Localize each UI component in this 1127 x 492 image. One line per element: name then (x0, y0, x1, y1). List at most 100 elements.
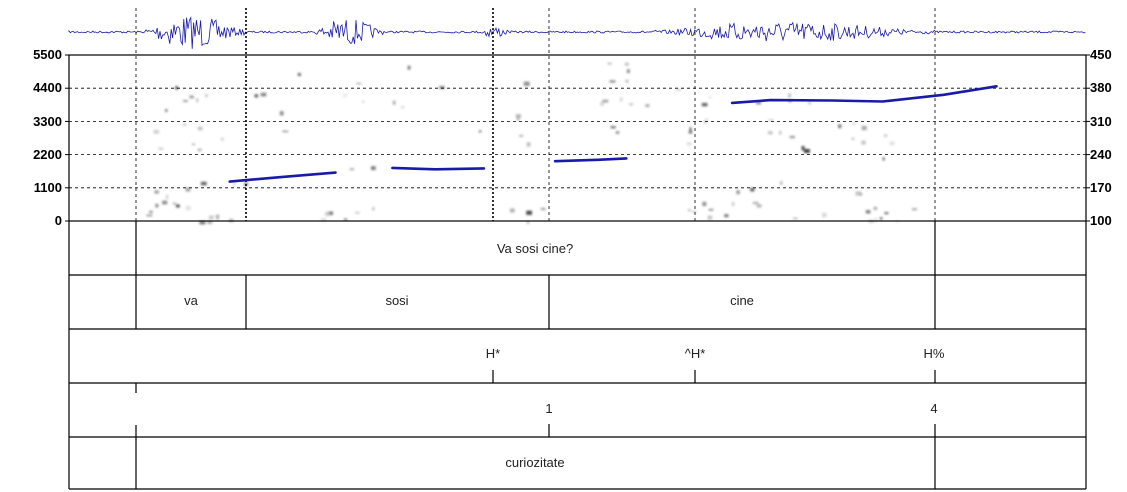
spectrogram-cell (372, 207, 375, 211)
spectrogram-cell (624, 62, 629, 66)
pitch-segment-cine (730, 85, 998, 105)
waveform (68, 16, 1086, 49)
spectrogram-grid (65, 8, 1090, 222)
spectrogram-cell (688, 209, 691, 212)
spectrogram-cell (702, 201, 707, 207)
spectrogram-cell (146, 214, 153, 217)
left-axis: 5500 4400 3300 2200 1100 0 (33, 47, 62, 228)
pitch-segment-sosi (391, 166, 486, 171)
spectrogram-cell (704, 120, 707, 124)
tier-tone-H-star: H* (486, 346, 500, 361)
spectrogram-cell (216, 217, 219, 220)
spectrogram-cell (320, 218, 327, 222)
spectrogram-cell (707, 215, 713, 220)
spectrogram-cell (808, 102, 811, 105)
spectrogram-cell (479, 130, 482, 133)
spectrogram-cell (865, 210, 871, 214)
right-tick-170: 170 (1090, 180, 1112, 195)
spectrogram-cell (708, 208, 714, 211)
left-tick-0: 0 (55, 213, 62, 228)
spectrogram-cell (155, 203, 159, 208)
spectrogram-cell (861, 125, 867, 131)
spectrogram-cell (254, 94, 259, 98)
spectrogram-cell (615, 131, 620, 134)
spectrogram-cell (768, 131, 773, 135)
spectrogram-cell (355, 211, 360, 214)
spectrogram-cell (185, 205, 191, 211)
spectrogram-cell (708, 96, 712, 99)
tier-tone-H-percent: H% (924, 346, 945, 361)
spectrogram-cell (838, 124, 842, 129)
right-tick-240: 240 (1090, 147, 1112, 162)
spectrogram-cell (645, 104, 650, 108)
spectrogram-cell (197, 126, 203, 131)
spectrogram-cell (209, 215, 214, 220)
spectrogram-cell (889, 141, 895, 146)
spectrogram-cell (676, 89, 682, 91)
spectrogram-cell (149, 210, 153, 214)
spectrogram-cell (801, 146, 805, 151)
spectrogram-cell (731, 202, 735, 206)
spectrogram-cell (779, 130, 782, 135)
spectrogram-cell (154, 190, 159, 194)
spectrogram-cell (407, 65, 411, 70)
spectrogram-cell (884, 134, 888, 137)
spectrogram-cell (540, 207, 546, 211)
spectrogram-cell (189, 95, 194, 99)
tier-word-sosi: sosi (385, 293, 408, 308)
spectrogram-cell (705, 118, 709, 122)
tier-break-1: 1 (545, 401, 552, 416)
spectrogram-cell (196, 98, 199, 103)
spectrogram-cell (701, 103, 708, 107)
spectrogram-cell (183, 100, 188, 102)
spectrogram-cell (233, 182, 236, 187)
spectrogram-cell (822, 212, 827, 218)
pitch-contour (228, 85, 998, 183)
spectrogram-cell (327, 211, 333, 215)
spectrogram-cell (371, 166, 376, 170)
spectrogram-cell (873, 207, 877, 210)
spectrogram-cell (356, 82, 362, 85)
spectrogram-cell (158, 147, 164, 150)
spectrogram-cell (526, 142, 531, 147)
spectrogram-cell (861, 140, 866, 145)
spectrogram-cell (602, 99, 609, 103)
spectrogram (146, 62, 918, 225)
right-axis: 450 380 310 240 170 100 (1090, 47, 1112, 228)
tier-text-label: Va sosi cine? (497, 241, 573, 256)
right-tick-310: 310 (1090, 114, 1112, 129)
spectrogram-cell (526, 221, 530, 224)
right-tick-100: 100 (1090, 213, 1112, 228)
spectrogram-cell (626, 69, 630, 74)
spectrogram-cell (756, 102, 761, 105)
tier-tone-downstep-H-star: ^H* (685, 346, 706, 361)
spectrogram-cell (400, 106, 405, 109)
spectrogram-cell (165, 109, 168, 112)
spectrogram-cell (200, 181, 207, 186)
spectrogram-cell (609, 80, 616, 83)
spectrogram-cell (689, 127, 692, 132)
spectrogram-cell (724, 214, 729, 218)
spectrogram-cell (607, 62, 612, 65)
spectrogram-cell (625, 79, 629, 83)
left-tick-3300: 3300 (33, 114, 62, 129)
spectrogram-cell (325, 212, 330, 216)
spectrogram-cell (780, 181, 783, 186)
spectrogram-cell (793, 217, 798, 220)
spectrogram-cell (752, 201, 759, 205)
spectrogram-cell (215, 214, 220, 218)
spectrogram-cell (349, 168, 354, 171)
spectrogram-cell (789, 135, 795, 139)
spectrogram-cell (788, 93, 792, 98)
spectrogram-cell (260, 92, 267, 97)
left-tick-4400: 4400 (33, 80, 62, 95)
spectrogram-cell (629, 103, 634, 106)
annotation-tiers: Va sosi cine? va sosi cine H* ^H* H% 1 4… (68, 221, 1087, 490)
spectrogram-cell (282, 130, 289, 133)
spectrogram-cell (879, 217, 883, 220)
spectrogram-cell (297, 73, 301, 76)
spectrogram-cell (220, 137, 224, 141)
spectrogram-cell (176, 204, 180, 208)
spectrogram-cell (882, 157, 885, 161)
